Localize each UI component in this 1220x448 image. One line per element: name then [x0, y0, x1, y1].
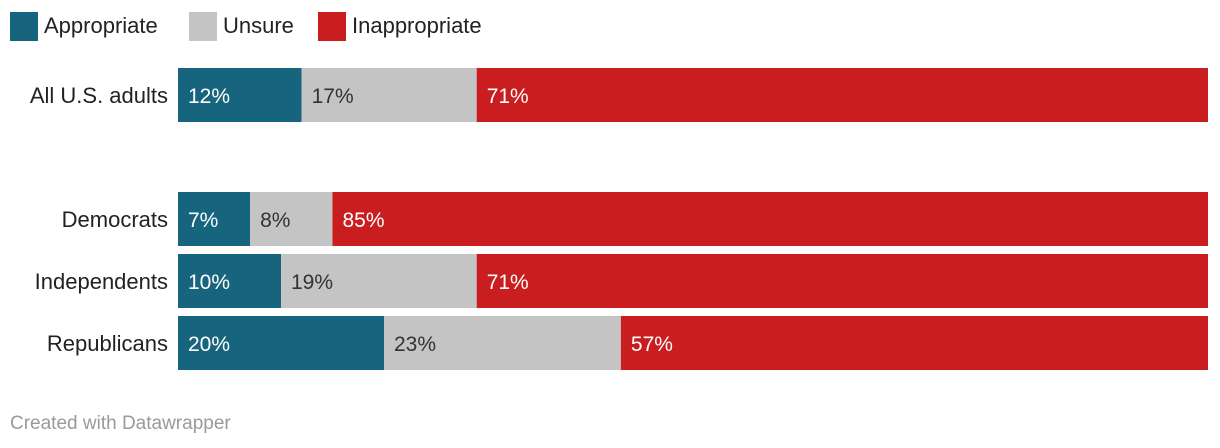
bar-segment-inappropriate — [476, 68, 1208, 122]
bar-segment-appropriate — [178, 68, 302, 122]
row-label: Democrats — [62, 207, 168, 232]
datawrapper-credit: Created with Datawrapper — [10, 413, 231, 434]
bar-value-label: 57% — [631, 333, 673, 356]
bar-row-independents: Independents 10% 19% 71% — [35, 254, 1208, 308]
bar-segment-appropriate — [178, 254, 281, 308]
bar-value-label: 71% — [487, 271, 529, 294]
row-label: All U.S. adults — [30, 83, 168, 108]
legend-label-inappropriate: Inappropriate — [352, 13, 482, 38]
bar-value-label: 10% — [188, 271, 230, 294]
legend-swatch-inappropriate — [318, 12, 346, 41]
bar-value-label: 19% — [291, 271, 333, 294]
bar-value-label: 85% — [343, 209, 385, 232]
bar-segment-inappropriate — [620, 316, 1208, 370]
bar-segment-unsure — [281, 254, 477, 308]
bar-value-label: 17% — [312, 85, 354, 108]
bar-value-label: 7% — [188, 209, 218, 232]
bar-value-label: 23% — [394, 333, 436, 356]
bar-segment-appropriate — [178, 316, 384, 370]
legend: Appropriate Unsure Inappropriate — [10, 12, 482, 41]
bar-row-democrats: Democrats 7% 8% 85% — [62, 192, 1208, 246]
bar-segment-unsure — [301, 68, 477, 122]
legend-label-appropriate: Appropriate — [44, 13, 158, 38]
bar-value-label: 20% — [188, 333, 230, 356]
row-label: Republicans — [47, 331, 168, 356]
legend-swatch-unsure — [189, 12, 217, 41]
bar-segment-appropriate — [178, 192, 251, 246]
bar-segment-inappropriate — [476, 254, 1208, 308]
bar-segment-unsure — [250, 192, 333, 246]
bar-value-label: 71% — [487, 85, 529, 108]
bar-segment-unsure — [384, 316, 621, 370]
bar-value-label: 8% — [260, 209, 290, 232]
bar-segment-inappropriate — [332, 192, 1208, 246]
bar-value-label: 12% — [188, 85, 230, 108]
row-label: Independents — [35, 269, 168, 294]
bar-row-all-u-s-adults: All U.S. adults 12% 17% 71% — [30, 68, 1208, 122]
legend-swatch-appropriate — [10, 12, 38, 41]
chart-rows: All U.S. adults 12% 17% 71% Democrats 7% 8% 85%… — [30, 68, 1208, 370]
legend-label-unsure: Unsure — [223, 13, 294, 38]
bar-row-republicans: Republicans 20% 23% 57% — [47, 316, 1208, 370]
